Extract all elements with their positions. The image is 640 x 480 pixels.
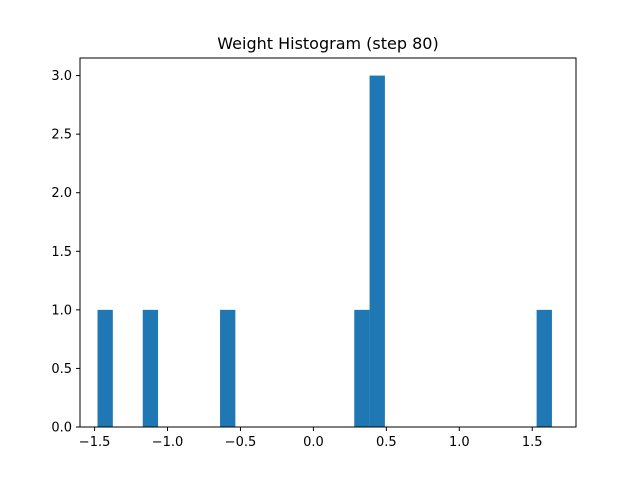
histogram-bar <box>97 309 113 427</box>
y-axis: 0.0 0.5 1.0 1.5 2.0 2.5 3.0 <box>51 69 80 436</box>
x-tick-label: −1.5 <box>79 435 111 450</box>
plot-frame <box>79 57 577 428</box>
y-tick-label: 0.0 <box>51 421 72 436</box>
histogram-bar <box>142 309 159 427</box>
y-tick-label: 1.5 <box>51 245 72 260</box>
y-tick-label: 3.0 <box>51 69 72 84</box>
x-tick-label: 1.0 <box>449 435 470 450</box>
bars-group <box>97 75 552 428</box>
histogram-bar <box>354 309 370 427</box>
y-tick-label: 2.0 <box>51 186 72 201</box>
y-tick-label: 0.5 <box>51 362 72 377</box>
x-tick-label: 1.5 <box>522 435 543 450</box>
x-tick-label: 0.0 <box>303 435 324 450</box>
x-tick-label: −0.5 <box>225 435 257 450</box>
histogram-bar <box>369 75 385 428</box>
chart-title: Weight Histogram (step 80) <box>217 34 438 53</box>
y-tick-label: 2.5 <box>51 128 72 143</box>
x-tick-label: 0.5 <box>376 435 397 450</box>
histogram-bar <box>220 309 236 427</box>
y-tick-label: 1.0 <box>51 303 72 318</box>
x-tick-label: −1.0 <box>152 435 184 450</box>
x-axis: −1.5 −1.0 −0.5 0.0 0.5 1.0 1.5 <box>79 427 543 450</box>
histogram-bar <box>536 309 552 427</box>
